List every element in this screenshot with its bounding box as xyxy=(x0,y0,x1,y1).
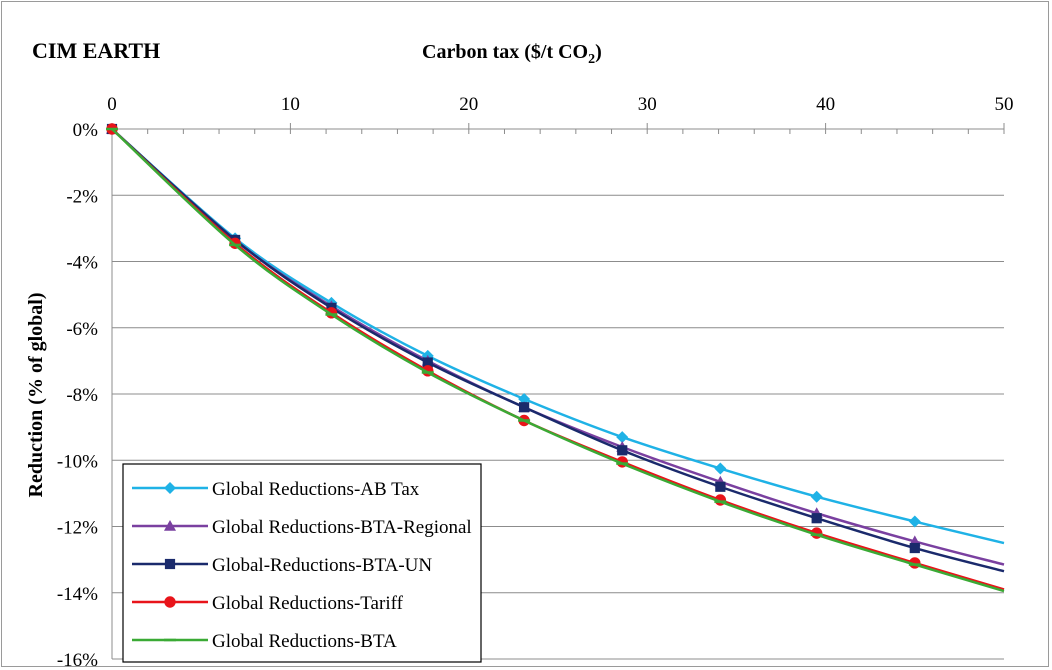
legend-item: Global Reductions-BTA xyxy=(132,631,397,652)
x-tick-labels: 0 10 20 30 40 50 xyxy=(107,94,1013,115)
series-line xyxy=(111,128,1005,593)
data-point-diamond xyxy=(714,462,727,475)
y-axis-title: Reduction (% of global) xyxy=(25,293,47,498)
data-point-diamond xyxy=(810,490,823,503)
data-point-circle xyxy=(164,596,176,608)
x-axis-title-main: Carbon tax ($/t CO xyxy=(422,41,588,63)
legend-item: Global Reductions-BTA-Regional xyxy=(132,517,472,538)
data-point-square xyxy=(164,558,176,570)
data-point-square xyxy=(715,481,726,492)
series-line xyxy=(111,128,1005,545)
y-tick-label: -14% xyxy=(57,584,98,605)
y-tick-label: -12% xyxy=(57,518,98,539)
data-point-diamond xyxy=(908,515,921,528)
data-point-diamond xyxy=(518,392,531,405)
legend-label: Global Reductions-AB Tax xyxy=(212,479,420,500)
chart-title: CIM EARTH xyxy=(32,38,160,63)
data-point-diamond xyxy=(616,431,629,444)
x-tick-label: 0 xyxy=(107,94,117,115)
data-point-triangle xyxy=(164,520,176,531)
legend-label: Global Reductions-BTA xyxy=(212,631,397,652)
x-tick-label: 50 xyxy=(995,94,1014,115)
y-tick-label: -10% xyxy=(57,451,98,472)
series-global-reductions-bta xyxy=(106,127,1005,593)
legend-item: Global Reductions-AB Tax xyxy=(132,479,420,500)
series-line xyxy=(111,128,1005,573)
axes xyxy=(111,123,1005,659)
y-tick-labels: 0% -2% -4% -6% -8% -10% -12% -14% -16% xyxy=(57,120,98,668)
y-tick-label: -8% xyxy=(66,385,98,406)
x-axis-title-sub: 2 xyxy=(588,52,595,67)
data-point-square xyxy=(617,445,628,456)
legend-label: Global Reductions-BTA-Regional xyxy=(212,517,472,538)
data-point-square xyxy=(909,542,920,554)
x-axis-title: Carbon tax ($/t CO2) xyxy=(422,41,602,67)
x-tick-label: 30 xyxy=(638,94,657,115)
data-point-square xyxy=(519,402,530,413)
legend-label: Global Reductions-Tariff xyxy=(212,593,404,614)
x-tick-label: 10 xyxy=(281,94,300,115)
series-group xyxy=(106,123,1005,593)
y-tick-label: -2% xyxy=(66,186,98,207)
legend-item: Global-Reductions-BTA-UN xyxy=(132,555,432,576)
legend-label: Global-Reductions-BTA-UN xyxy=(212,555,432,576)
data-point-square xyxy=(422,357,433,368)
x-axis-title-end: ) xyxy=(595,41,602,63)
y-tick-label: -16% xyxy=(57,650,98,668)
y-tick-label: 0% xyxy=(73,120,99,141)
data-point-square xyxy=(811,513,822,524)
x-tick-label: 40 xyxy=(816,94,835,115)
legend: Global Reductions-AB Tax Global Reduction… xyxy=(122,463,482,663)
x-tick-label: 20 xyxy=(459,94,478,115)
y-tick-label: -4% xyxy=(66,253,98,274)
legend-item: Global Reductions-Tariff xyxy=(132,593,404,614)
y-tick-label: -6% xyxy=(66,319,98,340)
data-point-diamond xyxy=(164,482,176,494)
